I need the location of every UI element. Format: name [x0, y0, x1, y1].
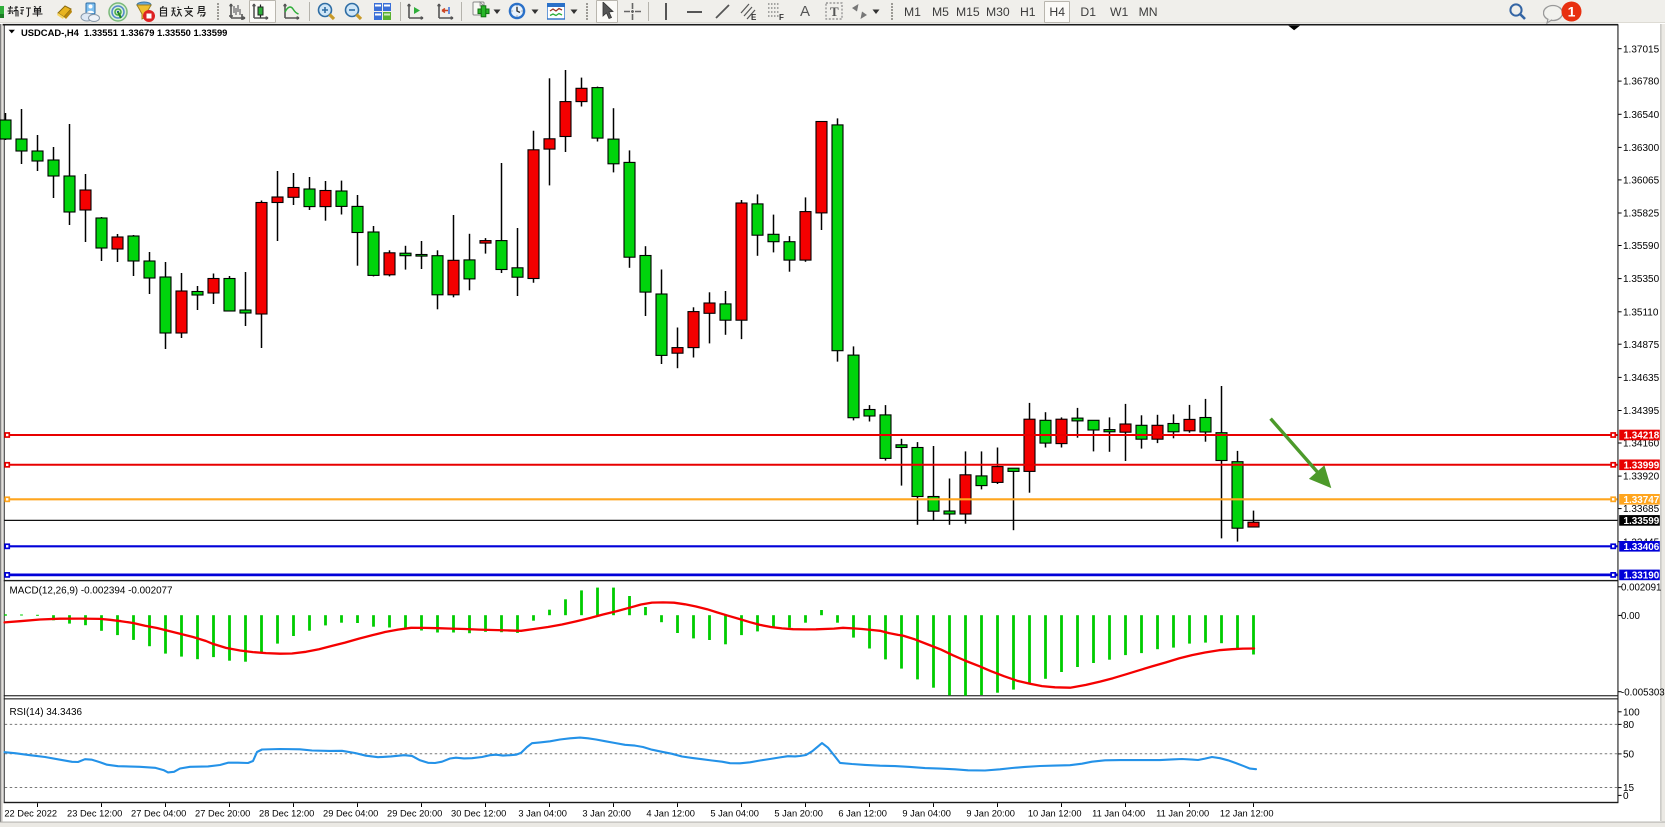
svg-text:12 Jan 12:00: 12 Jan 12:00 — [1220, 809, 1274, 819]
svg-text:T: T — [830, 4, 839, 19]
svg-text:MACD(12,26,9) -0.002394 -0.002: MACD(12,26,9) -0.002394 -0.002077 — [10, 586, 173, 597]
svg-text:29 Dec 20:00: 29 Dec 20:00 — [387, 809, 442, 819]
svg-text:1.36300: 1.36300 — [1623, 143, 1660, 154]
svg-text:1.36780: 1.36780 — [1623, 77, 1660, 88]
svg-text:1.36540: 1.36540 — [1623, 110, 1660, 121]
svg-text:4 Jan 12:00: 4 Jan 12:00 — [646, 809, 695, 819]
svg-text:USDCAD-,H4 1.33551 1.33679 1.: USDCAD-,H4 1.33551 1.33679 1.33550 1.335… — [21, 27, 227, 38]
svg-text:23 Dec 12:00: 23 Dec 12:00 — [67, 809, 122, 819]
svg-text:1.35350: 1.35350 — [1623, 274, 1660, 285]
svg-text:3 Jan 04:00: 3 Jan 04:00 — [518, 809, 567, 819]
svg-text:15: 15 — [1623, 783, 1635, 794]
svg-text:5 Jan 04:00: 5 Jan 04:00 — [710, 809, 759, 819]
svg-text:1.37015: 1.37015 — [1623, 44, 1660, 55]
svg-text:E: E — [751, 13, 757, 22]
svg-text:RSI(14) 34.3436: RSI(14) 34.3436 — [10, 707, 83, 718]
svg-text:1.33747: 1.33747 — [1624, 495, 1660, 506]
svg-text:1.35110: 1.35110 — [1623, 307, 1659, 318]
svg-text:1.35590: 1.35590 — [1623, 241, 1660, 252]
svg-text:1.36065: 1.36065 — [1623, 176, 1660, 187]
svg-text:9 Jan 04:00: 9 Jan 04:00 — [902, 809, 951, 819]
svg-text:5 Jan 20:00: 5 Jan 20:00 — [774, 809, 823, 819]
svg-text:10 Jan 12:00: 10 Jan 12:00 — [1028, 809, 1082, 819]
svg-text:100: 100 — [1623, 707, 1640, 718]
svg-text:F: F — [779, 13, 784, 22]
svg-text:27 Dec 20:00: 27 Dec 20:00 — [195, 809, 250, 819]
svg-text:3 Jan 20:00: 3 Jan 20:00 — [582, 809, 631, 819]
svg-text:80: 80 — [1623, 720, 1635, 731]
svg-text:1.33406: 1.33406 — [1624, 542, 1660, 553]
svg-text:50: 50 — [1623, 750, 1635, 761]
svg-text:1.33685: 1.33685 — [1623, 504, 1660, 515]
svg-text:1.33999: 1.33999 — [1624, 461, 1660, 472]
svg-text:1.33920: 1.33920 — [1623, 472, 1660, 483]
svg-text:1.34635: 1.34635 — [1623, 373, 1660, 384]
svg-text:0.00: 0.00 — [1621, 611, 1640, 622]
svg-text:1.33190: 1.33190 — [1624, 571, 1660, 582]
svg-text:1.34160: 1.34160 — [1623, 439, 1660, 450]
svg-text:1.33599: 1.33599 — [1624, 516, 1660, 527]
svg-text:28 Dec 12:00: 28 Dec 12:00 — [259, 809, 314, 819]
svg-text:1.35825: 1.35825 — [1623, 209, 1660, 220]
svg-text:1.34218: 1.34218 — [1624, 431, 1660, 442]
svg-text:11 Jan 04:00: 11 Jan 04:00 — [1092, 809, 1145, 819]
svg-text:-0.005303: -0.005303 — [1621, 687, 1665, 698]
svg-text:9 Jan 20:00: 9 Jan 20:00 — [966, 809, 1015, 819]
svg-text:0: 0 — [1623, 791, 1629, 802]
svg-text:1.34395: 1.34395 — [1623, 406, 1660, 417]
svg-text:6 Jan 12:00: 6 Jan 12:00 — [838, 809, 887, 819]
svg-text:30 Dec 12:00: 30 Dec 12:00 — [451, 809, 506, 819]
svg-text:22 Dec 2022: 22 Dec 2022 — [4, 809, 57, 819]
svg-text:29 Dec 04:00: 29 Dec 04:00 — [323, 809, 378, 819]
svg-text:11 Jan 20:00: 11 Jan 20:00 — [1156, 809, 1209, 819]
svg-text:1: 1 — [1568, 4, 1576, 20]
svg-text:1.34875: 1.34875 — [1623, 340, 1660, 351]
svg-text:27 Dec 04:00: 27 Dec 04:00 — [131, 809, 186, 819]
svg-text:0.002091: 0.002091 — [1621, 582, 1661, 593]
